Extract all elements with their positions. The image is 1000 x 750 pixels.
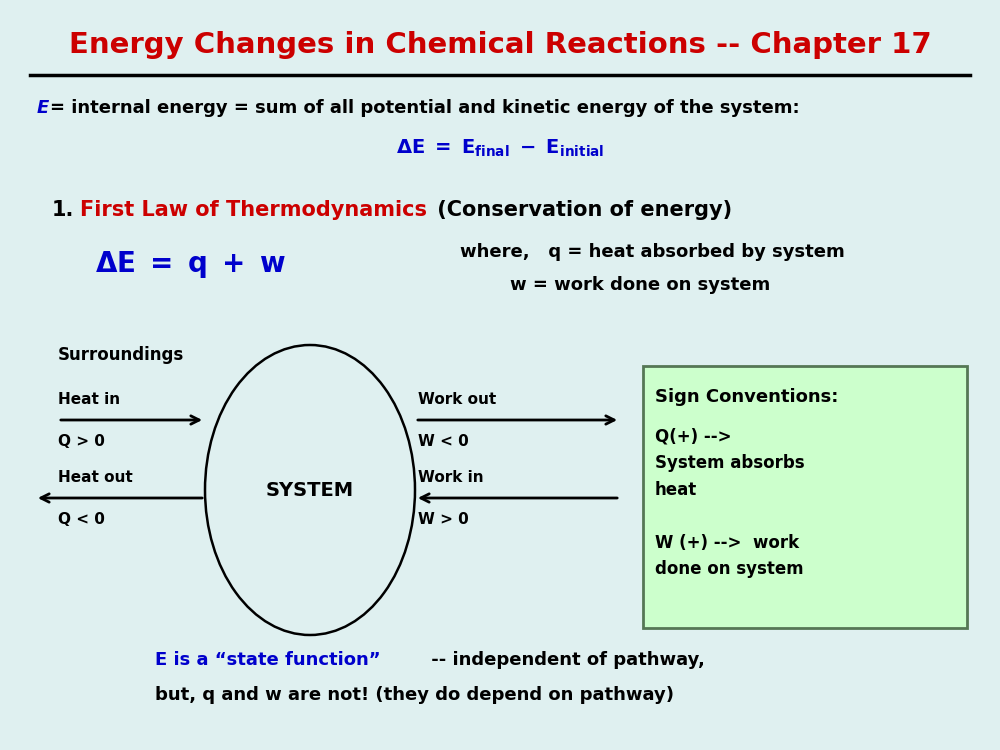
Text: Work in: Work in — [418, 470, 484, 485]
Text: W < 0: W < 0 — [418, 434, 469, 449]
Text: Heat out: Heat out — [58, 470, 133, 485]
Text: w = work done on system: w = work done on system — [510, 276, 770, 294]
Text: Work out: Work out — [418, 392, 496, 407]
Text: (Conservation of energy): (Conservation of energy) — [430, 200, 732, 220]
Text: Heat in: Heat in — [58, 392, 120, 407]
Text: Surroundings: Surroundings — [58, 346, 184, 364]
Text: 1.: 1. — [52, 200, 74, 220]
FancyBboxPatch shape — [643, 366, 967, 628]
Text: Q > 0: Q > 0 — [58, 434, 105, 449]
Text: $\mathbf{\Delta E\ =\ q\ +\ w}$: $\mathbf{\Delta E\ =\ q\ +\ w}$ — [95, 250, 286, 280]
Text: E: E — [37, 99, 49, 117]
Text: = internal energy = sum of all potential and kinetic energy of the system:: = internal energy = sum of all potential… — [50, 99, 800, 117]
Text: Q < 0: Q < 0 — [58, 512, 105, 527]
Text: where,   q = heat absorbed by system: where, q = heat absorbed by system — [460, 243, 845, 261]
Text: SYSTEM: SYSTEM — [266, 481, 354, 500]
Text: Energy Changes in Chemical Reactions -- Chapter 17: Energy Changes in Chemical Reactions -- … — [69, 31, 931, 59]
Text: W > 0: W > 0 — [418, 512, 469, 527]
Text: E is a “state function”: E is a “state function” — [155, 651, 381, 669]
Text: -- independent of pathway,: -- independent of pathway, — [425, 651, 705, 669]
Text: Q(+) -->
System absorbs
heat

W (+) -->  work
done on system: Q(+) --> System absorbs heat W (+) --> w… — [655, 428, 805, 578]
Text: but, q and w are not! (they do depend on pathway): but, q and w are not! (they do depend on… — [155, 686, 674, 704]
Text: Sign Conventions:: Sign Conventions: — [655, 388, 838, 406]
Text: $\mathbf{\Delta E\ =\ E_{final}\ -\ E_{initial}}$: $\mathbf{\Delta E\ =\ E_{final}\ -\ E_{i… — [396, 137, 604, 159]
Text: First Law of Thermodynamics: First Law of Thermodynamics — [80, 200, 427, 220]
